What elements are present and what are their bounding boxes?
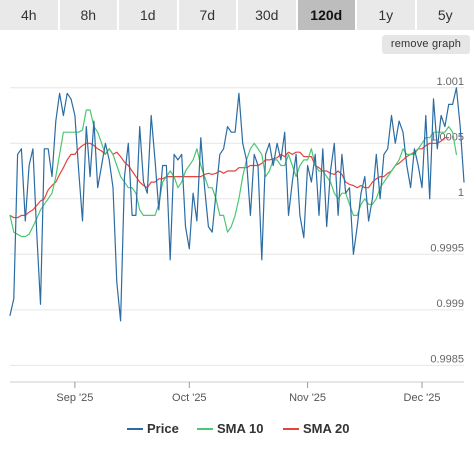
legend-swatch-sma10 — [197, 428, 213, 430]
series-line-price — [9, 87, 465, 322]
x-tick-label: Sep '25 — [56, 392, 93, 404]
y-tick-label: 0.999 — [436, 298, 464, 310]
legend-label-sma10: SMA 10 — [217, 421, 264, 436]
tab-120d[interactable]: 120d — [297, 0, 357, 30]
tab-7d[interactable]: 7d — [178, 0, 238, 30]
chart-legend: Price SMA 10 SMA 20 — [0, 418, 474, 440]
tab-30d[interactable]: 30d — [238, 0, 298, 30]
tab-1d[interactable]: 1d — [119, 0, 179, 30]
grid-lines — [10, 87, 464, 366]
tab-8h[interactable]: 8h — [59, 0, 119, 30]
y-tick-label: 1.001 — [436, 76, 464, 88]
x-axis: Sep '25 Oct '25 Nov '25 Dec '25 — [10, 381, 464, 404]
legend-label-price: Price — [147, 421, 179, 436]
legend-label-sma20: SMA 20 — [303, 421, 350, 436]
series-lines — [9, 87, 465, 322]
remove-graph-button[interactable]: remove graph — [382, 35, 470, 54]
tab-4h[interactable]: 4h — [0, 0, 60, 30]
y-tick-label: 0.9985 — [430, 353, 464, 365]
x-tick-label: Nov '25 — [289, 392, 326, 404]
y-tick-label: 0.9995 — [430, 242, 464, 254]
legend-swatch-price — [127, 428, 143, 430]
tab-5y[interactable]: 5y — [416, 0, 474, 30]
series-line-sma10 — [9, 109, 457, 238]
x-tick-label: Dec '25 — [404, 392, 441, 404]
x-tick-label: Oct '25 — [172, 392, 207, 404]
legend-swatch-sma20 — [283, 428, 299, 430]
tab-1y[interactable]: 1y — [357, 0, 417, 30]
y-tick-label: 1 — [458, 187, 464, 199]
range-tabs: 4h 8h 1d 7d 30d 120d 1y 5y — [0, 0, 474, 30]
series-line-sma20 — [9, 137, 450, 219]
